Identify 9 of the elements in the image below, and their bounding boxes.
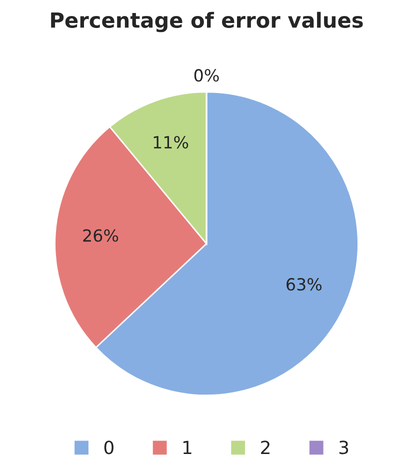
- legend-label: 2: [261, 440, 270, 454]
- text: 0%: [194, 69, 219, 82]
- data-label: 26%: [83, 229, 118, 242]
- legend-label: 3: [339, 440, 348, 454]
- data-label: 63%: [286, 278, 322, 291]
- legend-label: 0: [104, 440, 114, 454]
- data-label: 11%: [154, 136, 188, 149]
- legend-label: 1: [183, 440, 192, 454]
- chart-title: Percentage of error values: [51, 12, 363, 32]
